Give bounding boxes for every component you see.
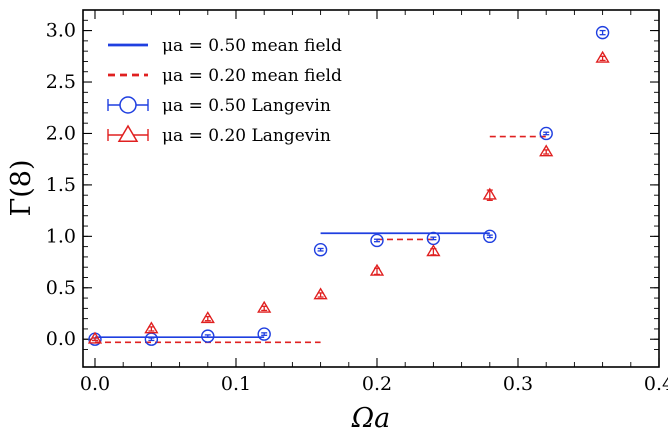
x-tick-label: 0.3: [503, 373, 533, 395]
circle-point-5: [370, 233, 384, 248]
legend-swatch-marker: [119, 96, 137, 114]
circle-point-9: [595, 25, 610, 40]
langevin-markers: [87, 25, 610, 346]
y-tick-label: 3.0: [46, 20, 76, 42]
error-bar-2-2: [204, 334, 211, 339]
tick-labels: 0.0 0.1 0.2 0.3 0.4 0.0 0.5 1.0 1.5 2.0 2.5 3.0: [46, 20, 668, 395]
legend-label: μa = 0.20 Langevin: [162, 126, 331, 146]
legend-item-3: μa = 0.20 Langevin: [107, 124, 331, 146]
legend-item-0: μa = 0.50 mean field: [108, 36, 342, 56]
triangle-point-8: [539, 144, 554, 157]
error-bar-3-0: [91, 337, 98, 342]
y-axis-label: Γ(8): [6, 160, 37, 217]
y-tick-label: 0.0: [46, 328, 76, 350]
triangle-point-3: [257, 300, 272, 313]
legend-swatch-marker: [117, 124, 139, 143]
circle-point-7: [483, 229, 497, 244]
triangle-point-6: [426, 244, 441, 257]
legend-item-2: μa = 0.50 Langevin: [107, 96, 331, 116]
error-bar-2-5: [373, 238, 380, 243]
error-bar-2-9: [599, 29, 606, 36]
legend-label: μa = 0.20 mean field: [162, 66, 342, 86]
triangle-point-4: [313, 287, 328, 300]
legend-label: μa = 0.50 mean field: [162, 36, 342, 56]
plot-frame: [82, 9, 660, 368]
triangle-point-7: [482, 187, 497, 200]
error-bar-2-4: [317, 247, 324, 252]
circle-point-3: [257, 327, 271, 341]
triangle-point-2: [200, 311, 215, 324]
error-bar-2-7: [486, 234, 493, 239]
mean-field-lines: [94, 135, 547, 344]
y-tick-label: 2.5: [46, 71, 76, 93]
x-axis-label: Ωa: [351, 403, 390, 434]
triangle-point-9: [595, 50, 610, 63]
legend-item-1: μa = 0.20 mean field: [108, 66, 342, 86]
y-tick-label: 1.5: [46, 174, 76, 196]
x-tick-label: 0.2: [362, 373, 392, 395]
circle-point-4: [313, 243, 328, 257]
error-bar-2-1: [148, 337, 155, 342]
triangle-point-5: [369, 263, 385, 276]
y-tick-label: 0.5: [46, 277, 76, 299]
triangle-point-1: [144, 321, 159, 334]
legend-label: μa = 0.50 Langevin: [162, 96, 331, 116]
y-tick-label: 1.0: [46, 225, 76, 247]
triangle-point-0: [87, 331, 103, 344]
legend: μa = 0.50 mean field μa = 0.20 mean field…: [107, 36, 342, 146]
error-bar-2-8: [543, 131, 550, 136]
y-tick-label: 2.0: [46, 122, 76, 144]
circle-point-2: [201, 329, 215, 343]
x-tick-label: 0.4: [644, 373, 668, 395]
circle-point-8: [539, 126, 553, 141]
axis-ticks: [83, 10, 660, 367]
error-bar-2-3: [261, 332, 268, 336]
x-tick-label: 0.0: [80, 373, 110, 395]
error-bar-2-6: [430, 236, 437, 241]
x-tick-label: 0.1: [221, 373, 251, 395]
